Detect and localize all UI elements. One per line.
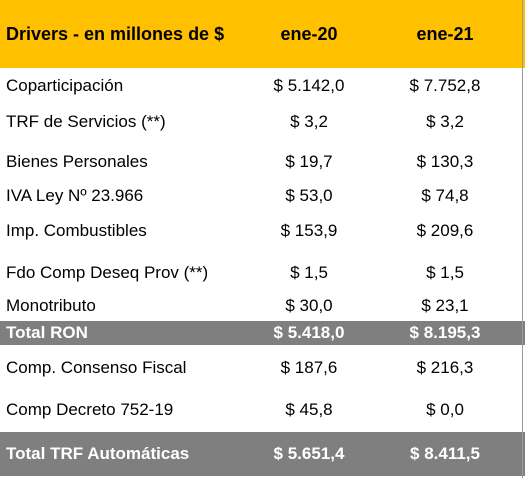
row-value-ene-21: $ 209,6	[416, 221, 474, 240]
table-row: Fdo Comp Deseq Prov (**) $ 1,5 $ 1,5	[0, 257, 525, 289]
total-ron-ene-21: $ 8.195,3	[409, 323, 481, 342]
table-row: IVA Ley Nº 23.966 $ 53,0 $ 74,8	[0, 180, 525, 212]
table-row: Coparticipación $ 5.142,0 $ 7.752,8	[0, 70, 525, 102]
row-label: Comp. Consenso Fiscal	[6, 358, 187, 377]
row-label: Fdo Comp Deseq Prov (**)	[6, 263, 209, 282]
row-value-ene-20: $ 53,0	[285, 186, 333, 205]
row-value-ene-20: $ 30,0	[285, 296, 333, 315]
row-value-ene-20: $ 19,7	[285, 152, 333, 171]
total-ron-row: Total RON $ 5.418,0 $ 8.195,3	[0, 321, 525, 345]
total-ron-ene-20: $ 5.418,0	[273, 323, 345, 342]
row-value-ene-21: $ 3,2	[426, 112, 464, 131]
row-value-ene-20: $ 45,8	[285, 400, 333, 419]
row-value-ene-21: $ 0,0	[426, 400, 464, 419]
table-header: Drivers - en millones de $ ene-20 ene-21	[0, 0, 525, 68]
table-row: Imp. Combustibles $ 153,9 $ 209,6	[0, 215, 525, 247]
table-row: Bienes Personales $ 19,7 $ 130,3	[0, 146, 525, 178]
row-value-ene-21: $ 1,5	[426, 263, 464, 282]
total-ron-label: Total RON	[6, 323, 88, 342]
row-value-ene-20: $ 3,2	[290, 112, 328, 131]
row-label: TRF de Servicios (**)	[6, 112, 166, 131]
row-label: Imp. Combustibles	[6, 221, 147, 240]
header-label: Drivers - en millones de $	[6, 24, 225, 44]
table-row: TRF de Servicios (**) $ 3,2 $ 3,2	[0, 106, 525, 138]
row-label: IVA Ley Nº 23.966	[6, 186, 144, 205]
row-label: Monotributo	[6, 296, 96, 315]
table-row: Comp. Consenso Fiscal $ 187,6 $ 216,3	[0, 352, 525, 384]
row-value-ene-20: $ 187,6	[280, 358, 338, 377]
header-col-ene-21: ene-21	[416, 24, 474, 44]
row-label: Comp Decreto 752-19	[6, 400, 174, 419]
row-label: Bienes Personales	[6, 152, 148, 171]
total-trf-ene-20: $ 5.651,4	[273, 444, 345, 463]
total-trf-row: Total TRF Automáticas $ 5.651,4 $ 8.411,…	[0, 432, 525, 476]
row-value-ene-21: $ 7.752,8	[409, 76, 481, 95]
table-row: Monotributo $ 30,0 $ 23,1	[0, 290, 525, 322]
total-trf-ene-21: $ 8.411,5	[410, 444, 480, 463]
row-value-ene-21: $ 130,3	[416, 152, 474, 171]
row-value-ene-21: $ 23,1	[421, 296, 469, 315]
total-trf-label: Total TRF Automáticas	[6, 444, 190, 463]
header-col-ene-20: ene-20	[280, 24, 338, 44]
row-value-ene-20: $ 1,5	[290, 263, 328, 282]
row-value-ene-21: $ 216,3	[416, 358, 474, 377]
row-value-ene-20: $ 5.142,0	[273, 76, 345, 95]
row-value-ene-21: $ 74,8	[421, 186, 469, 205]
table-row: Comp Decreto 752-19 $ 45,8 $ 0,0	[0, 394, 525, 426]
row-label: Coparticipación	[6, 76, 124, 95]
row-value-ene-20: $ 153,9	[280, 221, 338, 240]
right-border	[522, 0, 523, 478]
